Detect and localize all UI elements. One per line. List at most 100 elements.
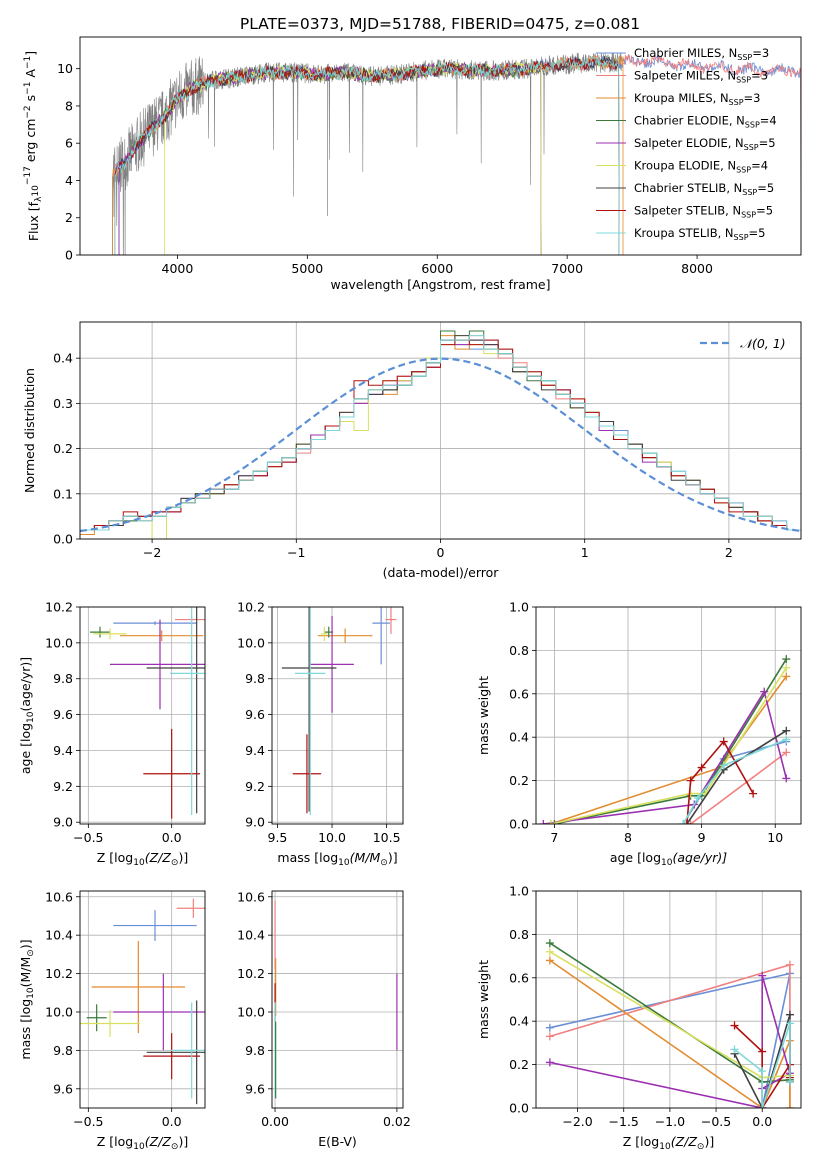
x-axis-label-part: ⊙ (380, 858, 388, 868)
weight-marker (730, 1021, 739, 1030)
y-tick-label: 10.4 (45, 928, 73, 943)
x-tick-label: 8000 (681, 261, 713, 276)
y-axis-label: Flux [fλ10−17 erg cm−2 s−1 A−1] (23, 51, 44, 241)
legend-entry: Kroupa ELODIE, NSSP=4 (634, 159, 768, 175)
weight-marker (719, 761, 728, 770)
y-axis-label-part: ] (23, 51, 38, 56)
y-axis-label: mass [log10(M/M⊙)] (18, 939, 36, 1059)
y-tick-label: 0.8 (509, 643, 529, 658)
errorbar-point (385, 607, 397, 634)
axes-frame (79, 321, 802, 540)
y-tick-label: 10.0 (45, 1004, 73, 1019)
legend-suffix: =3 (751, 69, 768, 83)
y-tick-label: 9.0 (53, 815, 73, 830)
x-axis-label: E(B-V) (318, 1134, 357, 1149)
y-tick-label: 9.8 (53, 671, 73, 686)
weight-marker (785, 1104, 794, 1108)
legend-sub: SSP (745, 121, 760, 130)
weight-marker (730, 1045, 739, 1054)
x-tick-label: 9.5 (268, 830, 288, 845)
legend-suffix: =5 (759, 136, 776, 150)
y-tick-label: 9.6 (53, 1081, 73, 1096)
x-axis-label-part: )] (178, 850, 188, 865)
y-tick-label: 10.6 (237, 889, 265, 904)
weight-marker (758, 1104, 767, 1108)
y-axis-label-part: Flux [f (26, 201, 41, 241)
x-axis-label-part: ⊙ (171, 858, 179, 868)
weight-line (734, 1023, 791, 1108)
x-tick-label: 7 (550, 830, 558, 845)
errorbar-point (310, 615, 354, 713)
spectrum-panel: 4000 5000 6000 7000 8000 0 2 4 6 8 10 wavelength [A… (23, 36, 802, 292)
weight-marker (545, 939, 554, 948)
y-tick-label: 10.2 (237, 966, 265, 981)
weight-vs-Z-panel: −2.0 −1.5 −1.0 −0.5 0.0 0.0 0.2 0.4 0.6 0.8 1.0 Z [… (476, 884, 802, 1152)
weight-marker (758, 1047, 767, 1056)
x-axis-label-part: Z [log (623, 1134, 659, 1149)
x-axis-label-part: 10 (133, 858, 145, 868)
legend-sub: SSP (737, 53, 752, 62)
residuals-panel: −2 −1 0 1 2 0.0 0.1 0.2 0.3 0.4 (data-model)/error… (22, 321, 802, 580)
y-tick-label: 9.4 (245, 743, 265, 758)
x-tick-label: −1.5 (609, 1114, 639, 1129)
weight-marker (546, 820, 555, 824)
weight-marker (693, 793, 702, 802)
y-axis-label-part: age [log (18, 723, 33, 774)
y-axis-label-part: ⊙ (26, 949, 36, 957)
x-tick-label: 0.02 (383, 1114, 411, 1129)
weight-line (682, 738, 787, 824)
weight-marker (545, 1058, 554, 1067)
y-tick-label: 9.2 (53, 779, 73, 794)
x-tick-label: 9 (698, 830, 706, 845)
y-tick-label: 1.0 (509, 884, 529, 899)
errorbar-point (93, 628, 127, 640)
errorbar-point (120, 630, 204, 642)
weight-marker (785, 1019, 794, 1028)
x-axis-label: age [log10(age/yr)] (610, 850, 727, 868)
legend-entry: Salpeter MILES, NSSP=3 (634, 69, 768, 85)
y-tick-label: 9.8 (245, 1043, 265, 1058)
axes-frame (79, 606, 206, 825)
weight-marker (758, 1067, 767, 1076)
y-axis-label-part: s (23, 95, 38, 106)
y-tick-label: 9.8 (245, 671, 265, 686)
legend-sub: SSP (744, 143, 759, 152)
y-axis-label-part: )] (18, 939, 33, 949)
legend-label: Chabrier ELODIE, N (634, 114, 745, 128)
y-tick-label: 0.2 (509, 1057, 529, 1072)
y-axis-label-part: A (23, 69, 38, 82)
errorbar-point (80, 1010, 140, 1037)
legend-sub: SSP (736, 76, 751, 85)
weight-marker (697, 763, 706, 772)
x-tick-label: −0.5 (73, 1114, 103, 1129)
weight-marker (782, 655, 791, 664)
legend-sub: SSP (736, 166, 751, 175)
y-tick-label: 10 (57, 61, 73, 76)
mass-vs-ebv-panel: 0.00 0.02 9.6 9.8 10.0 10.2 10.4 10.6 E(B-V) (237, 889, 411, 1149)
y-tick-label: 0.4 (53, 351, 73, 366)
x-tick-label: 0.00 (261, 1114, 289, 1129)
weight-marker (682, 820, 691, 824)
y-tick-label: 9.6 (53, 707, 73, 722)
legend-suffix: =5 (749, 226, 766, 240)
y-axis-label-part: −1 (23, 56, 33, 69)
legend-label: Salpeter ELODIE, N (634, 136, 744, 150)
legend-sub: SSP (742, 188, 757, 197)
x-axis-label-part: 10 (338, 858, 350, 868)
x-axis-label-part: )] (704, 1134, 714, 1149)
y-tick-label: 0 (65, 248, 73, 263)
y-tick-label: 2 (65, 210, 73, 225)
errorbar-point (90, 626, 110, 638)
x-tick-label: −1 (287, 545, 305, 560)
legend-label: Salpeter MILES, N (634, 69, 736, 83)
model-spectrum (114, 57, 620, 255)
x-tick-label: 10 (767, 830, 783, 845)
y-tick-label: 6 (65, 136, 73, 151)
errorbar-point (281, 607, 337, 812)
y-tick-label: 10.0 (237, 1004, 265, 1019)
legend-suffix: =3 (744, 91, 761, 105)
y-tick-label: 10.2 (45, 600, 73, 615)
x-axis-label: (data-model)/error (383, 565, 500, 580)
axes-frame (79, 36, 802, 256)
